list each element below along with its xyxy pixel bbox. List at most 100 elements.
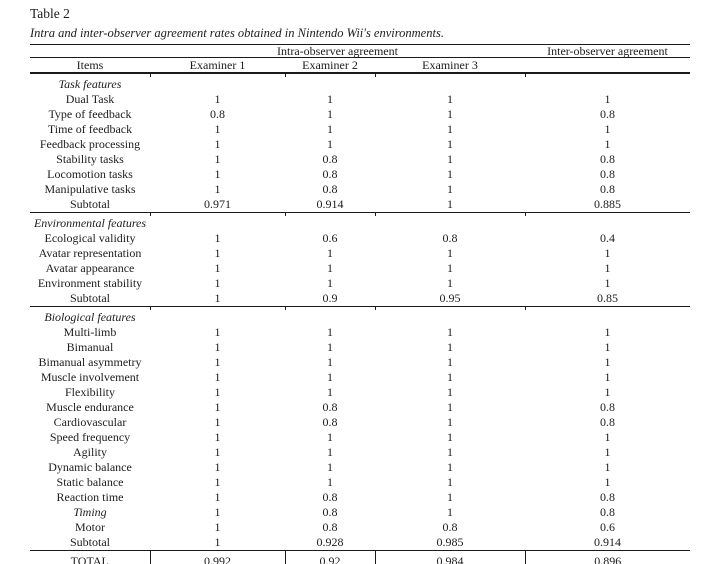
row-label: Ecological validity (44, 231, 136, 245)
row-label: Environment stability (37, 276, 143, 290)
table-body: Task features Dual Task 1 1 1 1 Type of feedba… (30, 73, 690, 564)
agreement-table: Intra-observer agreement Inter-observer … (30, 44, 690, 564)
value-cell: 1 (447, 460, 453, 474)
spanner-header-row: Intra-observer agreement Inter-observer … (30, 44, 690, 58)
value-cell: 1 (447, 355, 453, 369)
value-cell: 1 (447, 107, 453, 121)
value-cell: 0.95 (439, 291, 461, 305)
value-cell: 0.885 (594, 197, 621, 211)
value-cell: 1 (447, 400, 453, 414)
row-label: Speed frequency (49, 430, 131, 444)
divider-cell (524, 212, 690, 216)
empty-cell (525, 77, 690, 92)
table-row: Feedback processing 1 1 1 1 (30, 137, 690, 152)
divider-cell (284, 73, 375, 77)
table-row: Muscle endurance 1 0.8 1 0.8 (30, 400, 690, 415)
table-row: Flexibility 1 1 1 1 (30, 385, 690, 400)
spanner-blank-cell (30, 44, 150, 58)
column-header-inter-blank (525, 57, 690, 74)
empty-cell (525, 216, 690, 231)
value-cell: 1 (604, 325, 611, 339)
value-cell: 1 (327, 445, 333, 459)
row-label: Motor (75, 520, 105, 534)
value-cell: 1 (447, 182, 453, 196)
intra-observer-spanner: Intra-observer agreement (150, 44, 525, 58)
table-label: Table 2 (30, 6, 70, 21)
table-row: Avatar appearance 1 1 1 1 (30, 261, 690, 276)
divider-cell (149, 550, 285, 554)
total-value-cell: 0.92 (284, 554, 375, 564)
value-cell: 1 (604, 460, 611, 474)
section-label-row: Task features (30, 77, 690, 92)
value-cell: 1 (604, 261, 611, 275)
value-cell: 0.6 (600, 520, 615, 534)
table-row: Subtotal 1 0.928 0.985 0.914 (30, 535, 690, 551)
row-label: Bimanual (66, 340, 114, 354)
empty-cell (285, 77, 375, 92)
value-cell: 1 (327, 475, 333, 489)
value-cell: 1 (327, 340, 333, 354)
row-label: Manipulative tasks (44, 182, 136, 196)
value-cell: 1 (327, 460, 333, 474)
inter-observer-spanner: Inter-observer agreement (525, 44, 690, 58)
value-cell: 0.985 (436, 535, 464, 549)
value-cell: 1 (447, 325, 453, 339)
section-label: Task features (58, 77, 122, 91)
value-cell: 1 (447, 122, 453, 136)
value-cell: 1 (447, 246, 453, 260)
value-cell: 1 (447, 385, 453, 399)
value-cell: 0.971 (204, 197, 231, 211)
table-row: Speed frequency 1 1 1 1 (30, 430, 690, 445)
section-label-row: Environmental features (30, 216, 690, 231)
divider-cell (30, 212, 150, 216)
value-cell: 1 (327, 325, 333, 339)
empty-cell (150, 310, 285, 325)
table-row: Multi-limb 1 1 1 1 (30, 325, 690, 340)
value-cell: 0.9 (322, 291, 338, 305)
empty-cell (375, 310, 525, 325)
divider-cell (374, 212, 525, 216)
divider-cell (149, 212, 285, 216)
value-cell: 1 (214, 490, 221, 504)
value-cell: 1 (604, 445, 611, 459)
empty-cell (375, 77, 525, 92)
value-cell: 1 (214, 182, 221, 196)
row-label: Bimanual asymmetry (38, 355, 142, 369)
value-cell: 0.8 (322, 167, 338, 181)
value-cell: 1 (214, 475, 221, 489)
divider-cell (30, 306, 150, 310)
value-cell: 1 (214, 370, 221, 384)
divider-cell (149, 73, 285, 77)
column-header-examiner3: Examiner 3 (375, 57, 525, 74)
section-label-row: Biological features (30, 310, 690, 325)
value-cell: 0.8 (600, 415, 615, 429)
value-cell: 1 (327, 137, 333, 151)
value-cell: 0.8 (600, 182, 615, 196)
table-row: Ecological validity 1 0.6 0.8 0.4 (30, 231, 690, 246)
table-row: Agility 1 1 1 1 (30, 445, 690, 460)
value-cell: 1 (214, 325, 221, 339)
total-row: TOTAL 0.992 0.92 0.984 0.896 (30, 554, 690, 564)
column-header-examiner2: Examiner 2 (285, 57, 375, 74)
section-label: Environmental features (33, 216, 147, 230)
value-cell: 1 (214, 276, 221, 290)
divider-cell (30, 550, 150, 554)
row-label: Stability tasks (56, 152, 124, 166)
total-label: TOTAL (70, 554, 109, 564)
value-cell: 1 (447, 370, 453, 384)
value-cell: 1 (604, 370, 611, 384)
divider-cell (374, 306, 525, 310)
value-cell: 1 (447, 276, 453, 290)
value-cell: 0.914 (316, 197, 344, 211)
value-cell: 0.8 (322, 182, 338, 196)
row-label: Subtotal (69, 535, 110, 549)
row-label: Agility (72, 445, 107, 459)
value-cell: 0.8 (322, 152, 338, 166)
total-value-cell: 0.896 (524, 554, 690, 564)
tick-row (30, 73, 690, 77)
value-cell: 1 (214, 505, 221, 519)
divider-cell (524, 306, 690, 310)
table-row: Bimanual asymmetry 1 1 1 1 (30, 355, 690, 370)
value-cell: 1 (447, 152, 453, 166)
value-cell: 1 (447, 261, 453, 275)
